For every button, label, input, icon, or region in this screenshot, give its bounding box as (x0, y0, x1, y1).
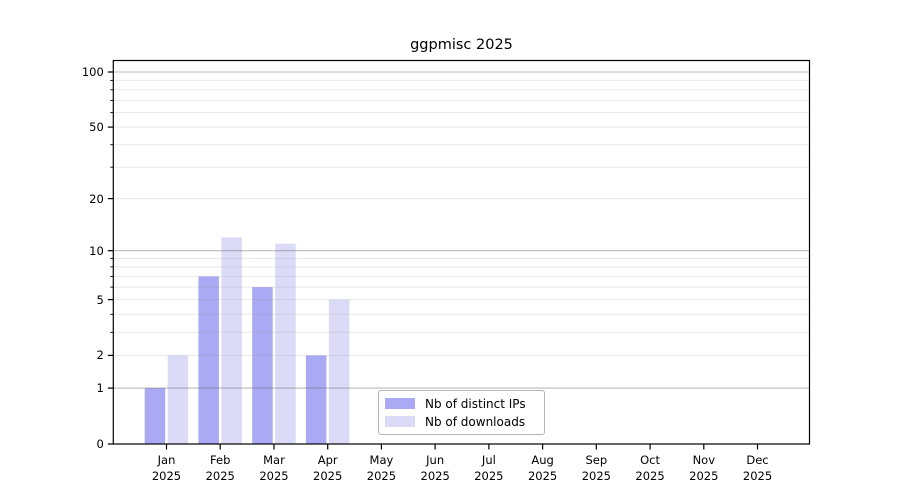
y-tick-label-10: 10 (89, 243, 104, 258)
bar-distinct-ips-apr (305, 355, 327, 444)
x-tick-label-oct: Oct 2025 (635, 453, 665, 483)
y-tick-label-100: 100 (81, 64, 104, 79)
x-tick-label-dec: Dec 2025 (742, 453, 773, 483)
legend-label-distinct-ips: Nb of distinct IPs (425, 396, 526, 411)
x-tick-label-jun: Jun 2025 (420, 453, 450, 483)
y-tick-label-1: 1 (96, 381, 104, 396)
bar-downloads-mar (275, 243, 296, 444)
x-tick-label-feb: Feb 2025 (205, 453, 235, 483)
x-tick-label-nov: Nov 2025 (689, 453, 719, 483)
x-tick-label-apr: Apr 2025 (313, 453, 343, 483)
plot-spines (112, 59, 811, 445)
y-tick-label-20: 20 (89, 191, 104, 206)
legend-entry-downloads: Nb of downloads (385, 415, 538, 429)
legend-entry-distinct-ips: Nb of distinct IPs (385, 397, 538, 411)
x-tick-label-mar: Mar 2025 (259, 453, 289, 483)
y-tick-label-0: 0 (96, 437, 104, 451)
x-tick-label-sep: Sep 2025 (581, 453, 611, 483)
bar-distinct-ips-mar (252, 287, 273, 444)
bar-distinct-ips-feb (198, 276, 219, 444)
legend-swatch-downloads (385, 416, 415, 427)
legend-label-downloads: Nb of downloads (425, 414, 526, 429)
y-tick-label-5: 5 (96, 292, 104, 307)
x-tick-label-jul: Jul 2025 (474, 453, 504, 483)
bar-downloads-feb (221, 237, 242, 444)
bar-downloads-apr (328, 299, 350, 444)
y-tick-label-50: 50 (89, 120, 104, 135)
legend-swatch-distinct-ips (385, 398, 415, 409)
bar-downloads-jan (167, 355, 189, 444)
x-tick-label-aug: Aug 2025 (527, 453, 558, 483)
x-tick-label-jan: Jan 2025 (151, 453, 182, 483)
chart-title: ggpmisc 2025 (410, 37, 513, 53)
legend: Nb of distinct IPs Nb of downloads (378, 390, 545, 435)
bar-distinct-ips-jan (144, 388, 166, 444)
x-tick-label-may: May 2025 (366, 453, 397, 483)
y-tick-label-2: 2 (96, 348, 104, 363)
